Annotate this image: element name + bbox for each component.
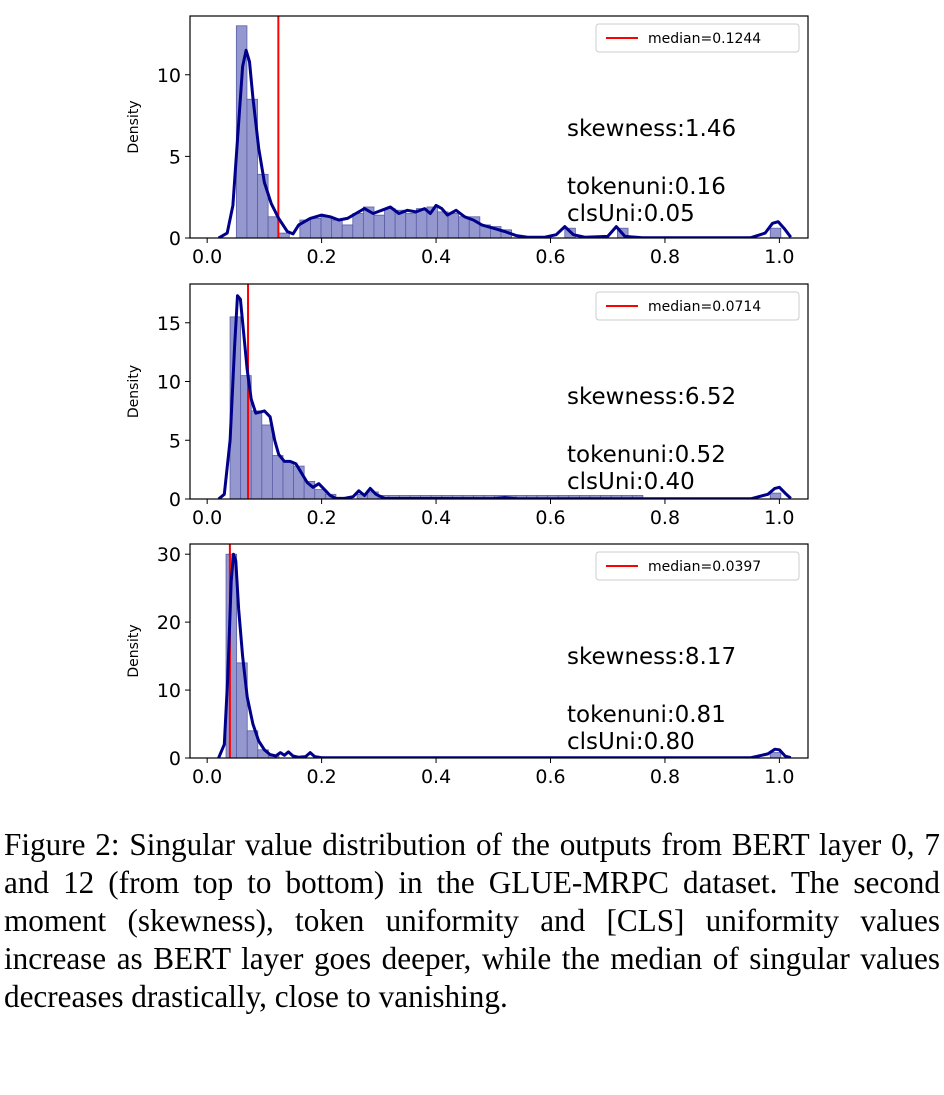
x-tick-label: 0.4 [421, 507, 451, 529]
y-tick-label: 5 [169, 430, 181, 452]
x-tick-label: 0.4 [421, 766, 451, 788]
legend-box [595, 291, 800, 321]
histogram-bar [271, 455, 284, 499]
x-tick-label: 0.8 [650, 246, 680, 268]
x-tick-label: 0.6 [535, 766, 565, 788]
y-tick-label: 0 [169, 228, 181, 250]
kde-curve [217, 48, 792, 238]
tokenuni-annotation: tokenuni:0.81 [567, 702, 726, 728]
x-tick-label: 0.2 [307, 507, 337, 529]
panel-2: 0.0 0.2 0.4 0.6 0.8 1.0 0 5 10 15 Density median=0.… [126, 283, 809, 529]
plot-area [217, 16, 792, 238]
x-tick-label: 0.6 [535, 507, 565, 529]
legend-box [595, 551, 800, 581]
histogram-bar [261, 424, 273, 499]
x-tick-label: 0.2 [307, 766, 337, 788]
histogram-bar [384, 208, 396, 238]
clsuni-annotation: clsUni:0.80 [567, 729, 695, 755]
y-tick-label: 15 [157, 313, 181, 335]
skewness-annotation: skewness:1.46 [567, 116, 736, 142]
kde-curve [217, 294, 792, 499]
y-tick-label: 10 [157, 680, 181, 702]
histogram-bar [225, 553, 238, 758]
histogram-bar [314, 489, 326, 499]
y-tick-label: 10 [157, 65, 181, 87]
skewness-annotation: skewness:8.17 [567, 644, 736, 670]
x-tick-label: 0.6 [535, 246, 565, 268]
legend-label: median=0.1244 [648, 31, 761, 47]
panel-3: 0.0 0.2 0.4 0.6 0.8 1.0 0 10 20 30 Density median=0… [126, 543, 809, 788]
x-tick-label: 0.0 [192, 246, 222, 268]
legend: median=0.0714 [595, 291, 800, 321]
tokenuni-annotation: tokenuni:0.16 [567, 174, 726, 200]
y-axis-label: Density [126, 100, 142, 153]
legend-box [595, 23, 800, 53]
plot-area [217, 284, 792, 499]
x-tick-label: 0.0 [192, 766, 222, 788]
clsuni-annotation: clsUni:0.05 [567, 201, 695, 227]
y-axis-label: Density [126, 365, 142, 418]
legend-label: median=0.0397 [648, 559, 761, 575]
clsuni-annotation: clsUni:0.40 [567, 469, 695, 495]
panel-1: 0.0 0.2 0.4 0.6 0.8 1.0 0 5 10 Density median=0.12… [126, 15, 809, 268]
histogram-bar [331, 219, 343, 238]
histogram-bar [320, 216, 333, 238]
figure: 0.0 0.2 0.4 0.6 0.8 1.0 0 5 10 Density median=0.12… [126, 15, 809, 788]
histogram-bar [415, 208, 428, 238]
tokenuni-annotation: tokenuni:0.52 [567, 442, 726, 468]
x-tick-label: 0.0 [192, 507, 222, 529]
x-tick-label: 0.4 [421, 246, 451, 268]
axes-frame [189, 283, 809, 500]
legend-label: median=0.0714 [648, 299, 761, 315]
x-tick-label: 0.8 [650, 766, 680, 788]
y-tick-label: 10 [157, 372, 181, 394]
axes-frame [189, 15, 809, 239]
x-tick-label: 0.2 [307, 246, 337, 268]
histogram-bar [278, 232, 290, 238]
legend: median=0.0397 [595, 551, 800, 581]
figure-caption: Figure 2: Singular value distribution of… [4, 827, 940, 1014]
histogram-bar [405, 213, 417, 238]
y-tick-label: 20 [157, 612, 181, 634]
x-tick-label: 1.0 [764, 246, 794, 268]
x-tick-label: 1.0 [764, 507, 794, 529]
skewness-annotation: skewness:6.52 [567, 384, 736, 410]
axes-frame [189, 543, 809, 759]
histogram-bar [447, 213, 460, 238]
histogram-bar [250, 410, 263, 499]
y-tick-label: 0 [169, 489, 181, 511]
histogram-bar [352, 213, 364, 238]
histogram-bar [282, 461, 294, 499]
kde-curve [217, 552, 792, 758]
x-tick-label: 1.0 [764, 766, 794, 788]
histogram-bar [257, 173, 269, 238]
histogram-bar [769, 227, 782, 238]
histogram-bar [341, 224, 354, 238]
y-axis-label: Density [126, 624, 142, 677]
histogram-bar [458, 216, 470, 238]
histogram-bar [769, 752, 782, 758]
histogram-bar [310, 218, 322, 238]
chart-figure: 0.0 0.2 0.4 0.6 0.8 1.0 0 5 10 Density median=0.12… [126, 15, 809, 788]
y-tick-label: 30 [157, 544, 181, 566]
y-tick-label: 0 [169, 748, 181, 770]
histogram-bar [769, 492, 782, 499]
histogram-bar [373, 214, 385, 238]
x-tick-label: 0.8 [650, 507, 680, 529]
histogram-bar [267, 216, 280, 238]
y-tick-label: 5 [169, 146, 181, 168]
legend: median=0.1244 [595, 23, 800, 53]
